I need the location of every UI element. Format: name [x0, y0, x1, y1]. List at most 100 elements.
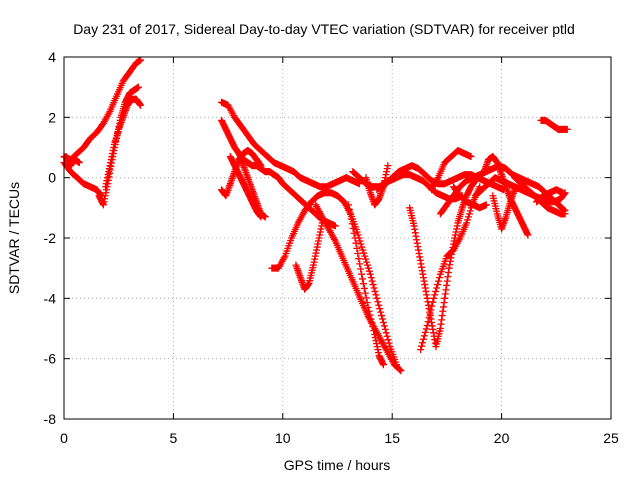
series-arc25 — [489, 186, 519, 233]
data-point — [364, 303, 372, 311]
data-point — [357, 240, 365, 248]
x-tick-label: 0 — [60, 430, 68, 446]
x-axis-label: GPS time / hours — [284, 457, 391, 473]
data-point — [361, 289, 369, 297]
data-point — [369, 281, 377, 289]
data-point — [425, 314, 433, 322]
data-point — [464, 213, 472, 221]
data-point — [134, 83, 142, 91]
data-point — [365, 267, 373, 275]
data-point — [417, 346, 425, 354]
series-arc4 — [102, 95, 145, 191]
axis-ticks: 0 5 10 15 20 25 -8 -6 -4 -2 0 2 4 — [44, 49, 619, 446]
series-arc16 — [362, 162, 392, 209]
data-point — [465, 210, 473, 218]
data-point — [433, 284, 441, 292]
data-point — [382, 329, 390, 337]
data-point — [384, 336, 392, 344]
data-point — [367, 315, 375, 323]
data-point — [428, 302, 436, 310]
data-point — [344, 201, 352, 209]
data-point — [365, 307, 373, 315]
data-point — [463, 219, 471, 227]
data-point — [397, 367, 405, 375]
data-point — [396, 366, 404, 374]
data-point — [482, 201, 490, 209]
series-arc20 — [428, 147, 475, 194]
data-point — [424, 318, 432, 326]
data-point — [467, 153, 475, 161]
data-point — [380, 322, 388, 330]
y-tick-label: -2 — [44, 230, 57, 246]
data-point — [430, 294, 438, 302]
data-point — [375, 301, 383, 309]
y-tick-label: -8 — [44, 411, 57, 427]
series-arc27 — [537, 116, 571, 133]
data-point — [356, 237, 364, 245]
data-point — [384, 162, 392, 170]
data-point — [422, 325, 430, 333]
data-point — [364, 261, 372, 269]
data-point — [352, 239, 360, 247]
data-point — [378, 312, 386, 320]
data-point — [373, 294, 381, 302]
data-point — [359, 246, 367, 254]
data-point — [367, 274, 375, 282]
data-point — [362, 255, 370, 263]
data-point — [346, 210, 354, 218]
y-tick-label: 2 — [48, 109, 56, 125]
data-point — [137, 101, 145, 109]
data-point — [427, 306, 435, 314]
x-tick-label: 5 — [170, 430, 178, 446]
data-point — [429, 298, 437, 306]
data-point — [434, 277, 442, 285]
y-tick-label: 0 — [48, 170, 56, 186]
data-point — [379, 361, 387, 369]
y-axis-label: SDTVAR / TECUs — [6, 182, 22, 294]
grid-lines — [64, 57, 611, 419]
data-point — [419, 335, 427, 343]
series-arc10 — [235, 150, 269, 221]
data-point — [420, 332, 428, 340]
data-point — [366, 270, 374, 278]
series-arc11 — [268, 189, 401, 369]
series-arc24 — [480, 153, 532, 239]
data-point — [419, 339, 427, 347]
data-point — [385, 339, 393, 347]
data-point — [379, 318, 387, 326]
data-point — [354, 231, 362, 239]
x-tick-label: 15 — [384, 430, 400, 446]
data-point — [421, 328, 429, 336]
data-point — [348, 220, 356, 228]
data-point — [432, 287, 440, 295]
series-arc12 — [292, 219, 326, 293]
data-point — [370, 327, 378, 335]
data-point — [426, 310, 434, 318]
data-point — [374, 298, 382, 306]
data-point — [466, 207, 474, 215]
data-point — [360, 284, 368, 292]
series-arc9 — [226, 153, 265, 221]
series-arc13 — [312, 201, 405, 375]
data-point — [361, 252, 369, 260]
data-point — [431, 291, 439, 299]
data-point — [261, 213, 269, 221]
data-point — [372, 291, 380, 299]
data-points — [60, 56, 571, 375]
data-point — [358, 270, 366, 278]
data-point — [371, 287, 379, 295]
x-tick-label: 20 — [494, 430, 510, 446]
data-point — [358, 243, 366, 251]
data-point — [369, 323, 377, 331]
data-point — [363, 258, 371, 266]
series-arc22 — [449, 183, 490, 212]
data-point — [559, 189, 567, 197]
data-point — [368, 277, 376, 285]
series-arc1 — [60, 56, 145, 164]
data-point — [434, 281, 442, 289]
data-point — [524, 231, 532, 239]
y-tick-label: -6 — [44, 351, 57, 367]
data-point — [383, 332, 391, 340]
data-point — [418, 342, 426, 350]
data-point — [379, 315, 387, 323]
